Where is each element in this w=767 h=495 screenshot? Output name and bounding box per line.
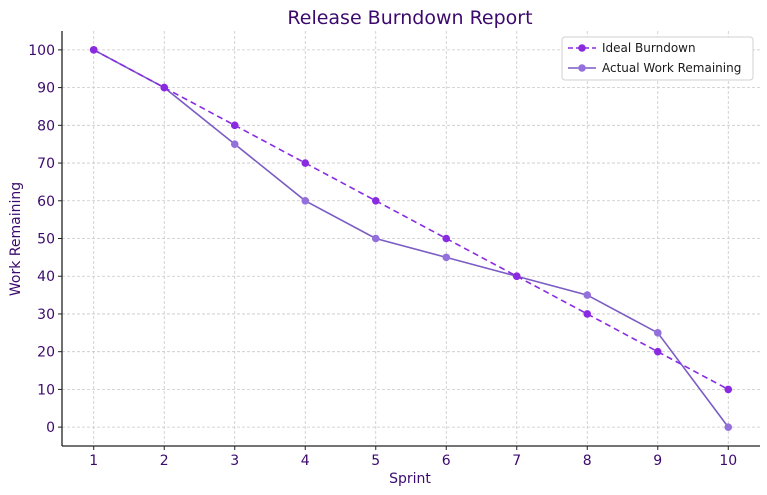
x-tick-label: 5 (371, 453, 380, 469)
y-tick-label: 90 (37, 81, 55, 97)
x-tick-label: 2 (160, 453, 169, 469)
x-tick-label: 6 (442, 453, 451, 469)
legend-item-ideal: Ideal Burndown (568, 41, 696, 55)
y-tick-label: 40 (37, 269, 55, 285)
y-tick-label: 60 (37, 194, 55, 210)
data-point-marker (371, 196, 380, 205)
y-tick-label: 10 (37, 382, 55, 398)
x-tick-label: 1 (89, 453, 98, 469)
data-point-marker (89, 46, 98, 54)
data-point-marker (442, 234, 451, 243)
y-tick-label: 20 (37, 345, 55, 361)
legend-label-actual: Actual Work Remaining (602, 61, 741, 75)
data-point-marker (724, 423, 733, 431)
data-point-marker (512, 272, 521, 281)
grid-lines (62, 31, 760, 446)
y-axis-label: Work Remaining (8, 182, 24, 296)
data-point-marker (583, 310, 592, 318)
x-tick-label: 9 (653, 453, 662, 469)
y-tick-label: 80 (37, 118, 55, 134)
series-line (93, 49, 729, 391)
x-tick-label: 10 (719, 453, 737, 469)
data-point-marker (230, 140, 239, 148)
axes (61, 31, 760, 447)
data-point-marker (160, 83, 169, 92)
data-point-marker (442, 253, 451, 262)
series-actual-work (89, 46, 733, 431)
y-tick-label: 50 (37, 232, 55, 248)
data-series (89, 46, 733, 431)
legend-item-actual: Actual Work Remaining (568, 61, 741, 75)
legend-marker-icon (578, 44, 586, 52)
x-tick-label: 7 (512, 453, 521, 469)
y-tick-label: 70 (37, 156, 55, 172)
series-line (93, 49, 729, 428)
series-ideal-burndown (89, 46, 733, 394)
data-point-marker (653, 347, 662, 356)
legend-marker-icon (578, 64, 586, 72)
data-point-marker (230, 121, 239, 130)
legend-label-ideal: Ideal Burndown (602, 41, 696, 55)
y-tick-label: 0 (46, 420, 55, 436)
y-axis-ticks: 0 10 20 30 40 50 60 70 80 90 100 (28, 43, 62, 436)
data-point-marker (653, 329, 662, 337)
x-tick-label: 4 (301, 453, 310, 469)
data-point-marker (724, 385, 733, 394)
chart-title: Release Burndown Report (287, 7, 532, 29)
data-point-marker (301, 159, 310, 167)
x-axis-label: Sprint (389, 471, 431, 487)
x-axis-ticks: 1 2 3 4 5 6 7 8 9 10 (89, 446, 737, 469)
x-tick-label: 3 (230, 453, 239, 469)
data-point-marker (583, 291, 592, 299)
y-tick-label: 100 (28, 43, 55, 59)
data-point-marker (371, 234, 380, 243)
legend-box (561, 36, 754, 81)
data-point-marker (301, 196, 310, 205)
y-tick-label: 30 (37, 307, 55, 323)
x-tick-label: 8 (583, 453, 592, 469)
legend: Ideal Burndown Actual Work Remaining (561, 36, 754, 81)
